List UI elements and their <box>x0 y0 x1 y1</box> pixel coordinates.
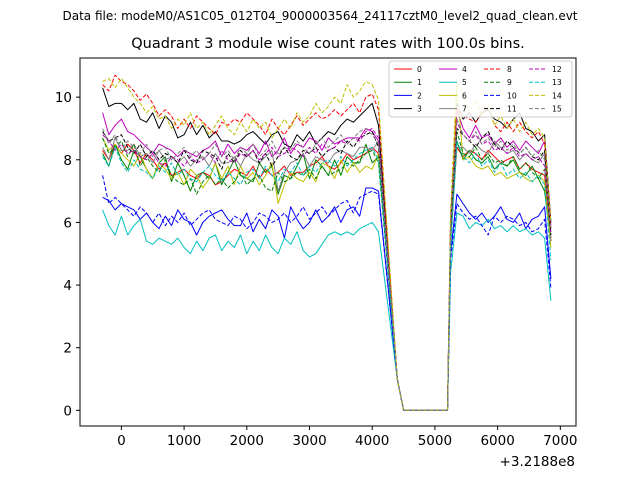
x-tick-label: 4000 <box>355 433 389 449</box>
series-line-4 <box>102 109 552 411</box>
legend-label-10: 10 <box>507 91 517 100</box>
legend-label-2: 2 <box>417 91 422 100</box>
y-tick-label: 0 <box>63 403 72 419</box>
y-tick-label: 6 <box>63 215 72 231</box>
legend-label-3: 3 <box>417 105 422 114</box>
axes-frame <box>79 57 577 427</box>
legend-label-6: 6 <box>462 91 467 100</box>
plot-area <box>80 58 576 426</box>
x-tick-label: 2000 <box>230 433 264 449</box>
legend-label-9: 9 <box>507 78 512 87</box>
y-tick-label: 10 <box>55 90 72 106</box>
series-line-11 <box>102 128 552 411</box>
series-line-6 <box>102 84 552 411</box>
legend-label-11: 11 <box>507 105 517 114</box>
legend-label-4: 4 <box>462 65 467 74</box>
legend-label-0: 0 <box>417 65 422 74</box>
x-tick-label: 3000 <box>292 433 326 449</box>
legend-label-5: 5 <box>462 78 467 87</box>
x-tick-label: 7000 <box>543 433 577 449</box>
x-tick-label: 5000 <box>418 433 452 449</box>
legend-label-1: 1 <box>417 78 422 87</box>
series-line-5 <box>102 209 552 411</box>
x-offset-label: +3.2188e8 <box>500 454 575 470</box>
series-line-13 <box>102 140 552 411</box>
legend-box <box>388 60 573 118</box>
series-line-12 <box>102 121 552 411</box>
legend-label-13: 13 <box>552 78 562 87</box>
y-tick-label: 4 <box>63 278 72 294</box>
series-line-9 <box>102 131 552 411</box>
legend-label-8: 8 <box>507 65 512 74</box>
legend-label-12: 12 <box>552 65 562 74</box>
series-line-0 <box>102 143 552 411</box>
chart-title: Quadrant 3 module wise count rates with … <box>131 36 525 52</box>
y-tick-label: 8 <box>63 153 72 169</box>
series-line-10 <box>102 175 552 411</box>
axis-ticks: 0 1000 2000 3000 4000 5000 6000 7000 0 2 4 6 8 10 <box>55 90 578 449</box>
x-tick-label: 6000 <box>480 433 514 449</box>
legend-label-15: 15 <box>552 105 562 114</box>
series-layer <box>102 74 552 411</box>
series-line-8 <box>102 74 552 411</box>
legend-label-14: 14 <box>552 91 562 100</box>
y-tick-label: 2 <box>63 341 72 357</box>
x-tick-label: 0 <box>117 433 126 449</box>
series-line-15 <box>102 118 552 411</box>
series-line-14 <box>102 77 552 411</box>
series-line-2 <box>102 187 552 411</box>
legend-label-7: 7 <box>462 105 467 114</box>
x-tick-label: 1000 <box>167 433 201 449</box>
suptitle: Data file: modeM0/AS1C05_012T04_90000035… <box>62 9 577 23</box>
